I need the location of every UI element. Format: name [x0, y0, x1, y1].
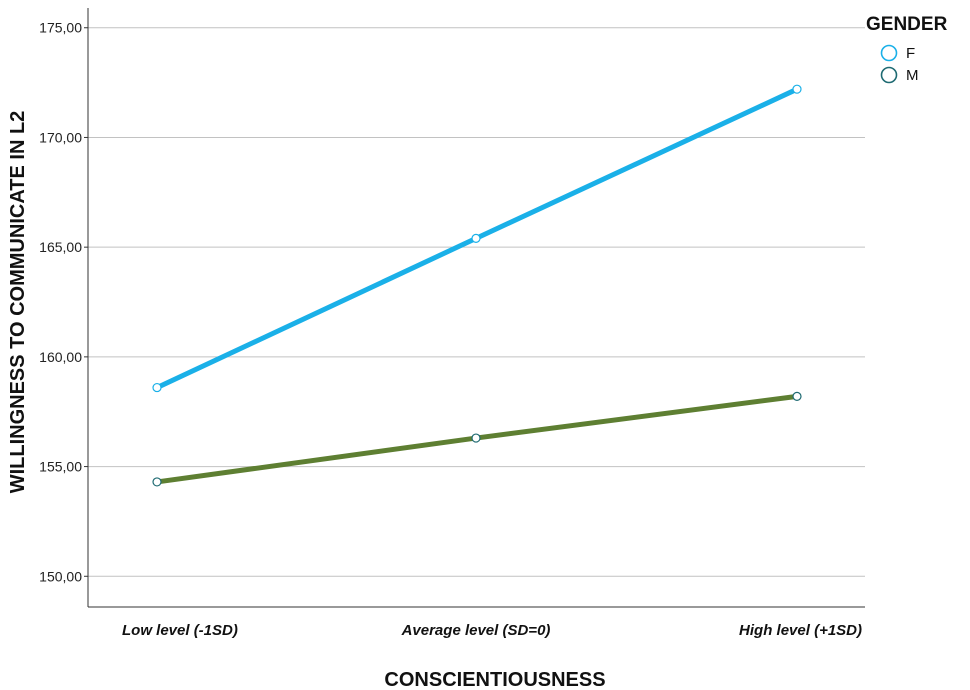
y-tick-label: 170,00 — [39, 129, 82, 145]
legend-label-m: M — [906, 67, 919, 84]
series-point-f — [471, 233, 481, 243]
series-point-m — [152, 477, 162, 487]
axes — [87, 8, 865, 608]
y-tick-label: 150,00 — [39, 568, 82, 584]
legend-label-f: F — [906, 45, 915, 62]
y-tick-label: 175,00 — [39, 20, 82, 36]
series-lines — [154, 86, 800, 485]
x-axis-title: CONSCIENTIOUSNESS — [384, 669, 605, 690]
y-tick-label: 155,00 — [39, 459, 82, 475]
y-tick-label: 165,00 — [39, 239, 82, 255]
series-point-m — [792, 391, 802, 401]
legend-title: GENDER — [866, 14, 948, 35]
legend: GENDER FM — [866, 14, 948, 84]
series-point-f — [792, 84, 802, 94]
x-category-labels: Low level (-1SD) Average level (SD=0) High… — [122, 622, 862, 639]
legend-marker-f — [880, 44, 898, 62]
x-category-label: Low level (-1SD) — [122, 622, 238, 639]
y-tick-label: 160,00 — [39, 349, 82, 365]
x-category-label: High level (+1SD) — [739, 622, 862, 639]
y-axis-title: WILLINGNESS TO COMMUNICATE IN L2 — [7, 111, 29, 494]
series-point-m — [471, 433, 481, 443]
x-category-label: Average level (SD=0) — [401, 622, 551, 639]
series-point-f — [152, 382, 162, 393]
y-tick-labels: 150,00 155,00 160,00 165,00 170,00 175,00 — [39, 20, 82, 585]
legend-marker-m — [880, 66, 898, 84]
series-markers — [152, 84, 802, 487]
